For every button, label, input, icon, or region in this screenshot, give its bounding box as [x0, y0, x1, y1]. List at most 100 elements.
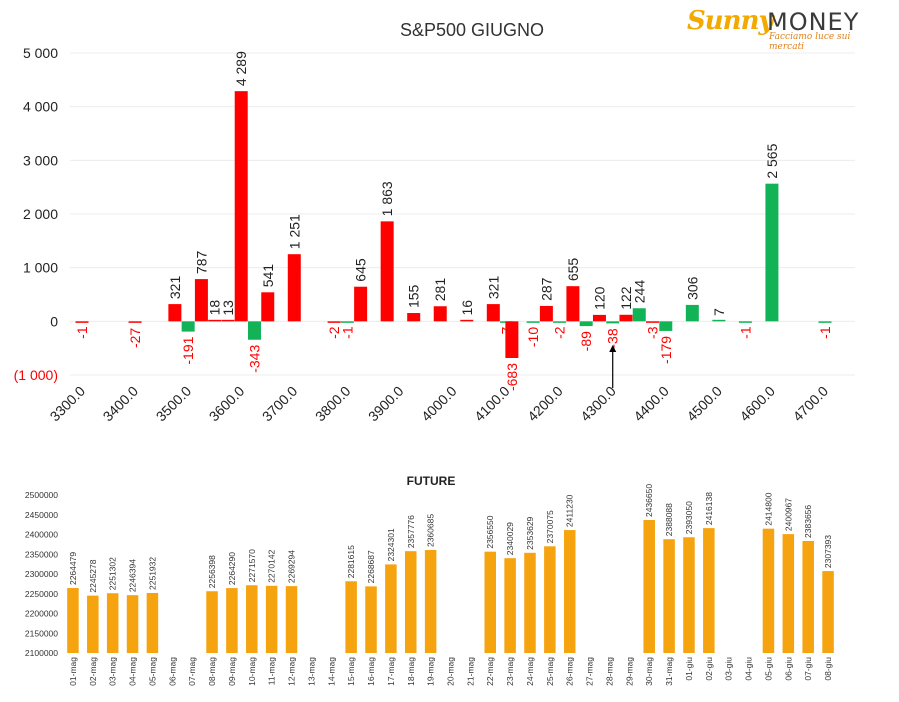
data-label: -27 [127, 328, 143, 348]
bar [712, 319, 726, 322]
future-data-label: 2271570 [247, 549, 257, 582]
data-label: 321 [485, 276, 501, 300]
data-label: -7 [499, 327, 515, 340]
data-label: -683 [504, 363, 520, 391]
future-x-tick-label: 15-mag [346, 657, 356, 686]
y-tick-label: 5 000 [23, 45, 58, 61]
data-label: 306 [684, 276, 700, 300]
future-bar [246, 585, 258, 653]
chart-title: S&P500 GIUGNO [400, 20, 544, 40]
future-x-tick-label: 07-giu [803, 657, 813, 681]
future-y-tick-label: 2450000 [25, 510, 58, 520]
bar [579, 321, 593, 327]
future-y-tick-label: 2500000 [25, 490, 58, 500]
future-y-tick-label: 2300000 [25, 569, 58, 579]
bar [194, 279, 208, 322]
future-y-tick-label: 2350000 [25, 549, 58, 559]
future-x-tick-label: 31-mag [664, 657, 674, 686]
data-label: 655 [565, 258, 581, 282]
logo-word-money: MONEY [767, 8, 860, 36]
future-data-label: 2270142 [267, 549, 277, 582]
data-label: -38 [605, 328, 621, 348]
bar [234, 91, 248, 322]
y-tick-label: 2 000 [23, 206, 58, 222]
x-tick-label: 4000.0 [418, 383, 460, 425]
sunny-money-logo: Sunny MONEY Facciamo luce sui mercati [687, 6, 887, 52]
future-x-tick-label: 08-giu [823, 657, 833, 681]
future-data-label: 2356550 [485, 515, 495, 548]
x-tick-label: 3700.0 [259, 383, 301, 425]
data-label: 787 [193, 251, 209, 275]
x-tick-label: 3900.0 [365, 383, 407, 425]
future-bar [762, 528, 775, 653]
future-bar [345, 581, 357, 653]
data-label: -343 [246, 345, 262, 373]
bar [505, 321, 519, 358]
future-x-tick-label: 02-mag [88, 657, 98, 686]
future-x-tick-label: 25-mag [545, 657, 555, 686]
future-x-axis-ticks: 01-mag 02-mag 03-mag 04-mag 05-mag 06-mag 07-m… [68, 657, 833, 686]
future-data-label: 2436650 [644, 484, 654, 517]
data-label: -3 [645, 326, 661, 339]
data-label: 16 [459, 300, 475, 316]
future-y-axis-ticks: 2500000 2450000 2400000 2350000 2300000 22500… [25, 490, 58, 658]
data-label: 645 [353, 258, 369, 282]
future-bar [126, 595, 139, 653]
future-chart: FUTURE 2500000 2450000 2400000 2350000 23000… [25, 474, 834, 686]
data-label: 1 863 [379, 181, 395, 216]
bar [606, 321, 620, 324]
data-label: -1 [817, 326, 833, 339]
future-x-tick-label: 12-mag [287, 657, 297, 686]
future-data-label: 2411230 [565, 494, 575, 527]
x-tick-label: 4200.0 [524, 383, 566, 425]
future-bar [782, 534, 795, 653]
future-x-tick-label: 06-giu [783, 657, 793, 681]
bar [619, 314, 633, 322]
y-axis-ticks: 5 000 4 000 3 000 2 000 1 000 0 (1 000) [14, 45, 59, 383]
future-x-tick-label: 24-mag [525, 657, 535, 686]
future-bar [802, 540, 814, 653]
future-x-tick-label: 03-giu [724, 657, 734, 681]
bar-series [75, 91, 832, 358]
x-tick-label: 4100.0 [471, 383, 513, 425]
data-label: 122 [618, 286, 634, 310]
x-tick-label: 4500.0 [683, 383, 725, 425]
future-bar-series [67, 520, 834, 653]
future-x-tick-label: 20-mag [446, 657, 456, 686]
future-bar [206, 591, 218, 653]
future-data-label: 2360685 [426, 514, 436, 547]
future-x-tick-label: 02-giu [704, 657, 714, 681]
future-bar [663, 539, 675, 653]
bar [168, 304, 182, 322]
future-x-tick-label: 04-mag [128, 657, 138, 686]
future-bar [703, 528, 715, 653]
future-data-label: 2388088 [664, 503, 674, 536]
future-data-label: 2383656 [803, 505, 813, 538]
future-bar [87, 595, 99, 653]
bar [765, 183, 779, 322]
future-bar [484, 551, 496, 653]
future-y-tick-label: 2150000 [25, 628, 58, 638]
data-label: 321 [167, 276, 183, 300]
future-x-tick-label: 08-mag [207, 657, 217, 686]
future-x-tick-label: 23-mag [505, 657, 515, 686]
current-price-arrow [609, 345, 617, 388]
future-bar [106, 593, 119, 653]
future-data-labels: 2264479 2245278 2251302 2246394 2251932 22563… [68, 484, 833, 593]
future-x-tick-label: 01-giu [684, 657, 694, 681]
x-tick-label: 3400.0 [100, 383, 142, 425]
data-label: -1 [74, 326, 90, 339]
x-tick-label: 4400.0 [630, 383, 672, 425]
bar [181, 321, 195, 332]
future-bar [822, 571, 834, 653]
future-bar [385, 564, 397, 653]
future-x-tick-label: 18-mag [406, 657, 416, 686]
future-data-label: 2324301 [386, 528, 396, 561]
data-label: 7 [711, 308, 727, 316]
bar [221, 319, 235, 322]
future-data-label: 2264290 [227, 552, 237, 585]
future-x-tick-label: 21-mag [465, 657, 475, 686]
x-tick-label: 4600.0 [736, 383, 778, 425]
bar [208, 319, 222, 322]
future-x-tick-label: 30-mag [644, 657, 654, 686]
